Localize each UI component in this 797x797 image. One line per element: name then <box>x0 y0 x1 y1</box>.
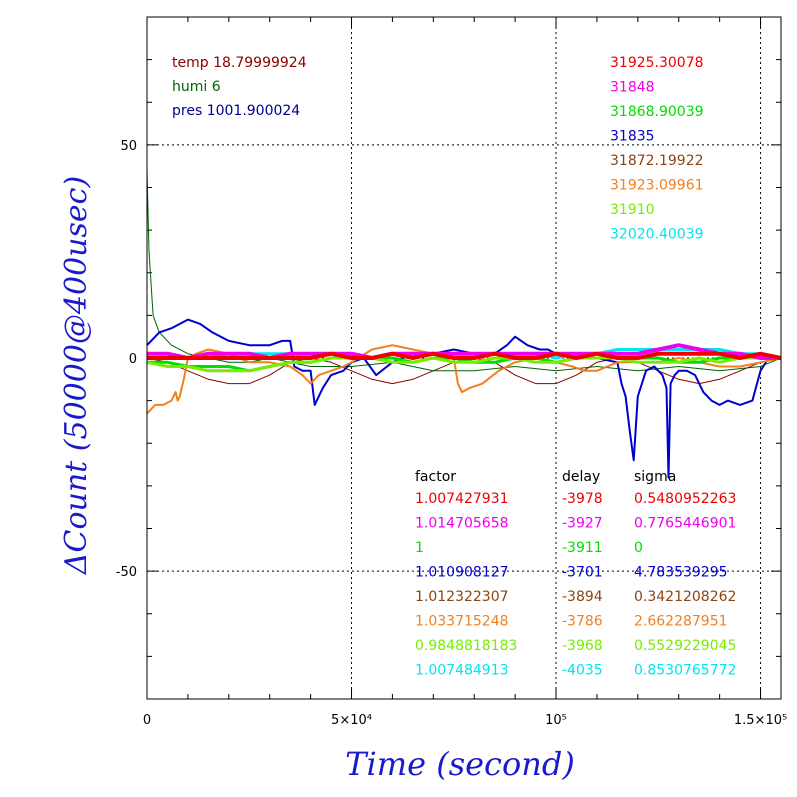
sigma-value: 0.3421208262 <box>634 589 736 605</box>
delay-value: -3968 <box>562 638 603 654</box>
mean-count-item: 31868.90039 <box>610 104 704 120</box>
mean-count-item: 31923.09961 <box>610 178 704 194</box>
mean-count-item: 31910 <box>610 202 655 218</box>
factor-value: 1.014705658 <box>415 516 509 532</box>
y-tick-label: 0 <box>129 352 137 367</box>
delay-value: -3978 <box>562 491 603 507</box>
sigma-value: 2.662287951 <box>634 614 728 630</box>
x-tick-label: 0 <box>143 713 151 728</box>
legends: temp 18.79999924 humi 6 pres 1001.900024 31… <box>172 55 736 679</box>
stats-header-sigma: sigma <box>634 469 676 485</box>
factor-value: 1.007427931 <box>415 491 509 507</box>
sigma-value: 0.5480952263 <box>634 491 736 507</box>
factor-value: 0.9848818183 <box>415 638 517 654</box>
series-line-6 <box>146 356 781 373</box>
tick-labels: 0 5×10⁴ 10⁵ 1.5×10⁵ 50 0 -50 <box>116 139 787 728</box>
x-tick-label: 10⁵ <box>545 713 567 728</box>
stats-header-factor: factor <box>415 469 456 485</box>
factor-value: 1.007484913 <box>415 663 509 679</box>
delay-value: -3927 <box>562 516 603 532</box>
y-tick-label: 50 <box>120 139 137 154</box>
env-legend-item: humi 6 <box>172 79 221 95</box>
y-tick-label: -50 <box>116 565 137 580</box>
series-line-3 <box>146 318 781 479</box>
delay-value: -3701 <box>562 565 603 581</box>
mean-count-item: 31872.19922 <box>610 153 704 169</box>
delay-value: -4035 <box>562 663 603 679</box>
series-line-2 <box>146 170 782 372</box>
factor-value: 1.010908127 <box>415 565 509 581</box>
y-axis-title: ΔCount (50000@400usec) <box>59 176 94 575</box>
x-axis-title: Time (second) <box>345 745 575 783</box>
data-series <box>146 170 782 479</box>
mean-count-item: 31925.30078 <box>610 55 704 71</box>
delay-value: -3894 <box>562 589 603 605</box>
sigma-value: 0 <box>634 540 643 556</box>
env-legend-item: temp 18.79999924 <box>172 55 307 71</box>
mean-count-item: 32020.40039 <box>610 227 704 243</box>
delay-value: -3911 <box>562 540 603 556</box>
mean-count-item: 31848 <box>610 80 655 96</box>
x-tick-label: 5×10⁴ <box>331 713 372 728</box>
plot-frame <box>146 16 782 700</box>
delay-value: -3786 <box>562 614 603 630</box>
factor-value: 1.012322307 <box>415 589 509 605</box>
env-legend-item: pres 1001.900024 <box>172 103 300 119</box>
stats-header-delay: delay <box>562 469 600 485</box>
sigma-value: 0.7765446901 <box>634 516 736 532</box>
series-line-9 <box>147 351 782 360</box>
factor-value: 1 <box>415 540 424 556</box>
x-tick-label: 1.5×10⁵ <box>734 713 787 728</box>
sigma-value: 0.8530765772 <box>634 663 736 679</box>
mean-count-item: 31835 <box>610 129 655 145</box>
sigma-value: 4.783539295 <box>634 565 728 581</box>
sigma-value: 0.5529229045 <box>634 638 736 654</box>
factor-value: 1.033715248 <box>415 614 509 630</box>
series-line-8 <box>147 343 781 360</box>
